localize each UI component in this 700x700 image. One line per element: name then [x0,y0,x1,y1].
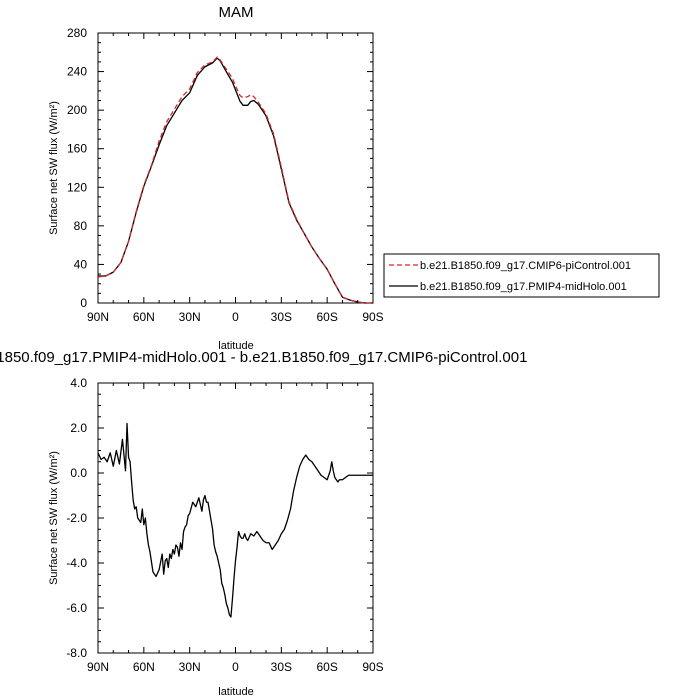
top-y-tick-label: 280 [67,26,87,40]
bottom-x-tick-label: 30S [271,660,292,674]
bottom-x-tick-label: 90S [362,660,383,674]
bottom-y-tick-label: 4.0 [70,376,87,390]
bottom-y-tick-label: -4.0 [66,556,87,570]
top-series-line-0 [97,56,373,304]
top-y-tick-label: 120 [67,180,87,194]
top-plot-frame [97,32,374,304]
top-y-tick-label: 200 [67,103,87,117]
bottom-title: b.e21.B1850.f09_g17.PMIP4-midHolo.001 - … [0,349,527,366]
bottom-x-tick-label: 90N [87,660,109,674]
top-title: MAM [219,4,254,21]
bottom-y-tick-label: 2.0 [70,421,87,435]
top-y-tick-label: 240 [67,65,87,79]
bottom-x-tick-label: 0 [232,660,239,674]
top-x-tick-label: 30N [179,310,201,324]
bottom-panel: b.e21.B1850.f09_g17.PMIP4-midHolo.001 - … [0,349,527,698]
bottom-x-tick-label: 60S [316,660,337,674]
bottom-y-tick-label: -8.0 [66,646,87,660]
bottom-y-tick-label: -6.0 [66,601,87,615]
top-x-tick-label: 60N [133,310,155,324]
bottom-y-tick-label: 0.0 [70,466,87,480]
top-y-tick-label: 40 [74,257,88,271]
bottom-series-line-0 [97,422,373,618]
bottom-x-tick-label: 60N [133,660,155,674]
legend-label-midholo: b.e21.B1850.f09_g17.PMIP4-midHolo.001 [420,281,627,293]
legend-label-control: b.e21.B1850.f09_g17.CMIP6-piControl.001 [420,260,631,272]
top-y-tick-label: 160 [67,142,87,156]
top-x-axis-label: latitude [218,340,253,352]
top-y-tick-label: 80 [74,219,88,233]
legend: b.e21.B1850.f09_g17.CMIP6-piControl.001 … [383,253,660,298]
top-y-tick-label: 0 [80,296,87,310]
top-series-line-1 [98,57,373,304]
bottom-y-tick-label: -2.0 [66,511,87,525]
top-y-axis-label: Surface net SW flux (W/m²) [48,101,60,235]
bottom-x-tick-label: 30N [179,660,201,674]
top-x-tick-label: 90S [362,310,383,324]
bottom-y-axis-label: Surface net SW flux (W/m²) [48,451,60,585]
top-x-tick-label: 0 [232,310,239,324]
bottom-plot-frame [97,382,374,654]
top-x-tick-label: 90N [87,310,109,324]
top-x-tick-label: 60S [316,310,337,324]
bottom-x-axis-label: latitude [218,686,253,698]
top-panel: MAM 90N 60N 30N 0 30S 60S 90S 0 40 80 120 160 200 240… [48,4,660,352]
legend-box [383,253,660,298]
top-x-tick-label: 30S [271,310,292,324]
